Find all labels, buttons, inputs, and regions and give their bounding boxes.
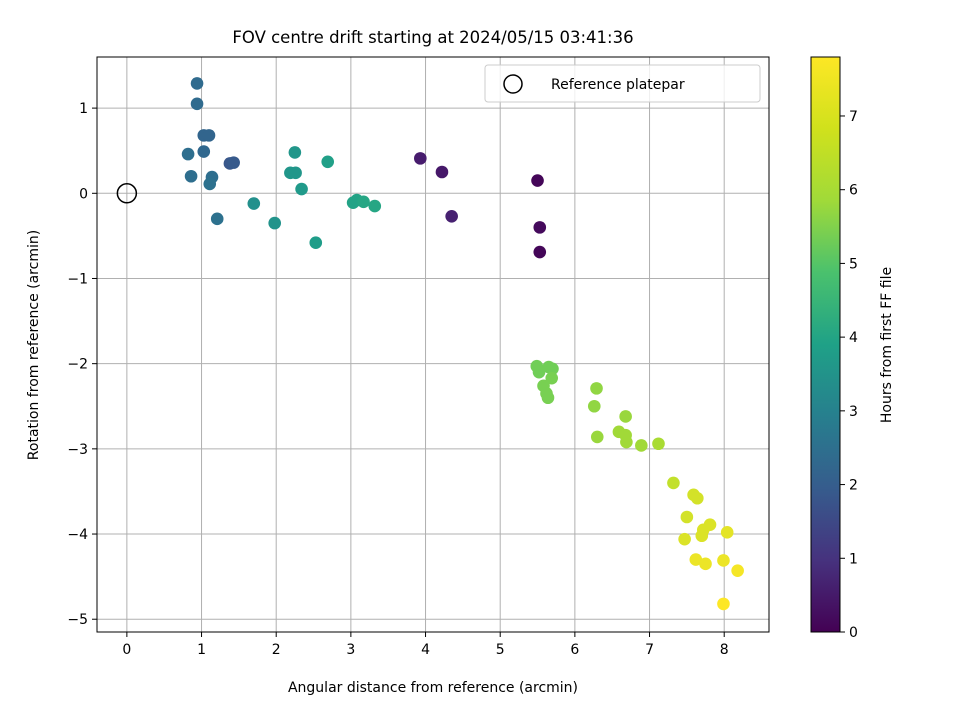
data-point [620,435,633,449]
scatter-points [181,77,744,611]
data-point [414,152,427,165]
legend-label-reference-platepar: Reference platepar [551,77,685,93]
colorbar-tick-label: 4 [849,330,858,346]
data-point [295,182,308,196]
reference-marker-group [116,183,138,204]
data-point [731,564,744,577]
colorbar-label: Hours from first FF file [879,267,895,423]
data-point [309,236,323,250]
data-point [691,491,704,505]
data-point [545,371,559,385]
y-tick-label: −2 [67,357,88,373]
x-axis-ticks: 0 1 2 3 4 5 6 7 8 [122,632,729,658]
colorbar-tick-label: 7 [849,109,858,125]
plot-area: 0 1 2 3 4 5 6 7 8 −5 −4 −3 −2 −1 0 1 [67,56,770,658]
data-point [689,553,703,566]
x-tick-label: 2 [272,642,281,658]
y-tick-label: 1 [79,101,88,117]
data-point [197,145,211,158]
x-tick-label: 8 [720,642,729,658]
data-point [181,147,195,161]
y-tick-label: −4 [67,527,88,543]
grid [97,57,769,632]
x-tick-label: 4 [421,642,430,658]
data-point [703,518,717,531]
data-point [531,174,544,187]
data-point [227,156,240,169]
colorbar: 0 1 2 3 4 5 6 7 Hours from first FF file [810,56,895,641]
x-tick-label: 5 [496,642,505,658]
data-point [247,197,261,210]
data-point [184,169,198,183]
legend: Reference platepar [484,64,761,103]
colorbar-gradient [811,57,840,632]
x-tick-label: 6 [570,642,579,658]
data-point [357,195,370,209]
y-tick-label: −3 [67,442,88,458]
y-tick-label: 0 [79,186,88,202]
colorbar-tick-label: 5 [849,256,858,272]
data-point [288,146,302,159]
colorbar-tick-label: 2 [849,478,858,494]
colorbar-tick-label: 1 [849,551,858,567]
data-point [667,476,680,490]
data-point [695,529,709,543]
data-point [699,557,712,571]
x-tick-label: 0 [122,642,131,658]
data-point [590,382,603,395]
data-point [321,155,335,169]
y-axis-label: Rotation from reference (arcmin) [26,230,42,460]
data-point [717,597,730,611]
data-point [533,221,547,234]
data-point [368,199,382,213]
data-point [289,166,302,180]
legend-reference-marker [503,74,523,94]
data-point [202,129,216,142]
data-point [720,526,734,539]
data-point [635,439,648,452]
data-point [652,437,665,451]
data-point [541,391,555,405]
x-tick-label: 1 [197,642,206,658]
colorbar-ticks: 0 1 2 3 4 5 6 7 [840,109,858,641]
data-point [619,410,632,423]
y-tick-label: −5 [67,612,88,628]
data-point [678,532,691,546]
colorbar-frame [810,56,841,633]
data-point [210,212,224,226]
data-point [587,399,601,413]
data-point [533,245,547,259]
data-point [190,77,204,90]
y-tick-label: −1 [67,271,88,287]
data-point [717,554,730,567]
colorbar-tick-label: 0 [849,625,858,641]
data-point [445,209,458,223]
data-point [546,362,559,376]
chart-title: FOV centre drift starting at 2024/05/15 … [232,28,633,47]
legend-box [484,64,761,103]
x-axis-label: Angular distance from reference (arcmin) [288,680,578,696]
data-point [435,165,449,179]
x-tick-label: 7 [645,642,654,658]
data-point [532,365,546,379]
colorbar-tick-label: 6 [849,183,858,199]
x-tick-label: 3 [346,642,355,658]
plot-background [97,57,769,632]
data-point [268,216,282,230]
data-point [680,510,694,524]
plot-frame [96,56,770,633]
data-point [590,430,604,444]
colorbar-tick-label: 3 [849,404,858,420]
data-point [190,97,204,111]
data-point [203,177,217,191]
y-axis-ticks: −5 −4 −3 −2 −1 0 1 [67,101,97,628]
reference-platepar-marker [116,183,138,204]
